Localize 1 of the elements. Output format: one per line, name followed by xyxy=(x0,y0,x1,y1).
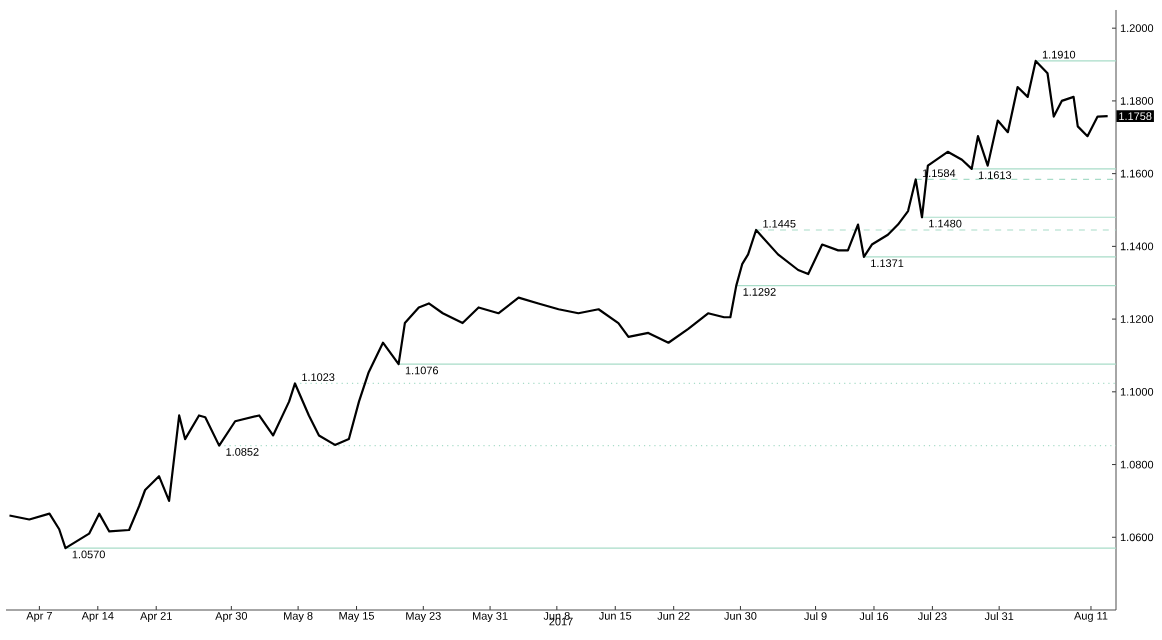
line-series xyxy=(8,59,1109,550)
